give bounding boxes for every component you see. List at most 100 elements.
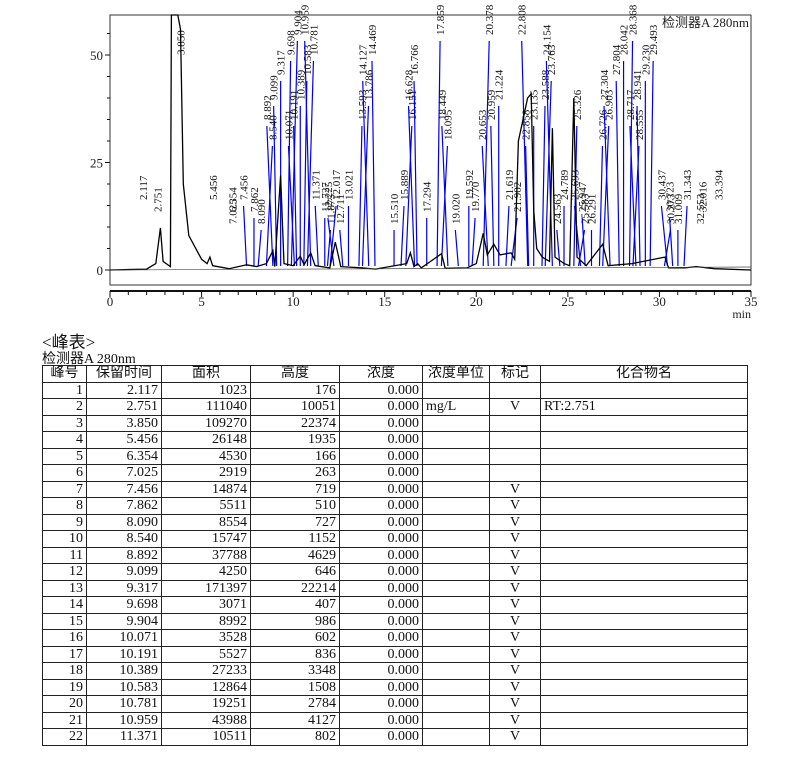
cell-mark: V [489,612,541,630]
cell-peak-no: 16 [42,629,87,647]
peak-label: 7.456 [239,175,251,200]
cell-peak-no: 22 [42,728,87,746]
cell-compound-name [540,546,748,564]
peak-leader-line [257,229,262,267]
peak-leader-line [287,145,296,267]
cell-conc-unit [422,530,490,548]
cell-mark: V [489,398,541,416]
peak-leader-line [361,105,370,267]
peak-label: 6.354 [227,187,239,212]
cell-conc-unit [422,513,490,531]
cell-compound-name [540,563,748,581]
peak-leader-line [541,105,546,267]
cell-area: 3071 [161,596,251,614]
table-row: 15 9.904 8992 986 0.000 V [42,612,748,630]
table-row: 5 6.354 4530 166 0.000 [42,447,748,465]
cell-mark: V [489,546,541,564]
cell-mark [489,381,541,399]
peak-label: 5.456 [208,175,220,200]
cell-area: 10511 [161,728,251,746]
peak-label: 21.619 [504,169,516,200]
peak-label: 25.326 [572,89,584,120]
peak-label: 10.781 [308,25,320,55]
peak-label: 17.294 [422,181,434,212]
peak-leader-line [636,105,641,267]
cell-area: 15747 [161,530,251,548]
cell-area: 5527 [161,645,251,663]
cell-retention-time: 8.892 [86,546,162,564]
peak-label: 12.711 [335,194,347,224]
peak-leader-line [660,205,669,267]
cell-compound-name [540,596,748,614]
cell-peak-no: 19 [42,678,87,696]
cell-concentration: 0.000 [339,579,423,597]
peak-label: 26.291 [587,194,599,224]
header-peak-no: 峰号 [42,365,87,383]
cell-height: 4629 [250,546,340,564]
cell-retention-time: 9.317 [86,579,162,597]
peak-leader-line [440,145,448,267]
peak-leader-line [358,125,363,267]
table-row: 22 11.371 10511 802 0.000 V [42,728,748,746]
cell-concentration: 0.000 [339,530,423,548]
cell-retention-time: 10.781 [86,695,162,713]
cell-conc-unit [422,645,490,663]
cell-retention-time: 9.099 [86,563,162,581]
peak-table-header: 峰号 保留时间 面积 高度 浓度 浓度单位 标记 化合物名 [42,365,748,383]
cell-compound-name [540,431,748,449]
cell-mark [489,447,541,465]
peak-label: 18.095 [442,109,454,140]
peak-leader-line [314,205,319,267]
cell-height: 986 [250,612,340,630]
table-row: 1 2.117 1023 176 0.000 [42,381,748,399]
cell-mark: V [489,711,541,729]
peak-leader-line [629,125,637,267]
cell-area: 4530 [161,447,251,465]
x-tick-label: 20 [470,294,483,309]
peak-label: 13.021 [344,170,356,200]
peak-label: 26.903 [604,89,616,120]
peak-label: 8.540 [267,115,279,140]
cell-height: 4127 [250,711,340,729]
table-row: 6 7.025 2919 263 0.000 [42,464,748,482]
cell-retention-time: 5.456 [86,431,162,449]
cell-peak-no: 2 [42,398,87,416]
header-conc-unit: 浓度单位 [422,365,490,383]
peak-leader-line [454,229,459,267]
cell-peak-no: 9 [42,513,87,531]
peak-label: 30.723 [665,181,677,212]
peak-label: 16.766 [409,44,421,75]
peak-label: 24.789 [559,169,571,200]
cell-peak-no: 7 [42,480,87,498]
cell-compound-name [540,695,748,713]
peak-leader-line [400,205,405,267]
peak-label: 16.151 [407,90,419,120]
cell-height: 836 [250,645,340,663]
table-row: 3 3.850 109270 22374 0.000 [42,414,748,432]
cell-compound-name [540,497,748,515]
peak-leader-line [441,125,449,267]
cell-area: 4250 [161,563,251,581]
peak-label: 22.808 [517,4,529,35]
peak-annotations: 2.117 2.751 3.850 5.456 6.3547.0257.4567.862… [138,4,726,267]
peak-leader-line [362,80,370,267]
cell-conc-unit: mg/L [422,398,490,416]
cell-retention-time: 8.090 [86,513,162,531]
peak-leader-line [265,145,274,267]
x-tick-label: 5 [198,294,205,309]
table-row: 21 10.959 43988 4127 0.000 V [42,711,748,729]
cell-area: 26148 [161,431,251,449]
cell-compound-name [540,414,748,432]
chromatogram-trace [109,14,752,271]
cell-mark: V [489,695,541,713]
peak-label: 25.583 [580,193,592,224]
x-tick-label: 15 [378,294,391,309]
cell-conc-unit [422,464,490,482]
peak-leader-line [482,40,490,267]
table-row: 17 10.191 5527 836 0.000 V [42,645,748,663]
cell-area: 43988 [161,711,251,729]
peak-label: 11.727 [320,182,332,212]
header-retention-time: 保留时间 [86,365,162,383]
peak-table: 峰号 保留时间 面积 高度 浓度 浓度单位 标记 化合物名 1 2.117 1023… [42,365,748,746]
peak-label: 24.563 [552,193,564,224]
